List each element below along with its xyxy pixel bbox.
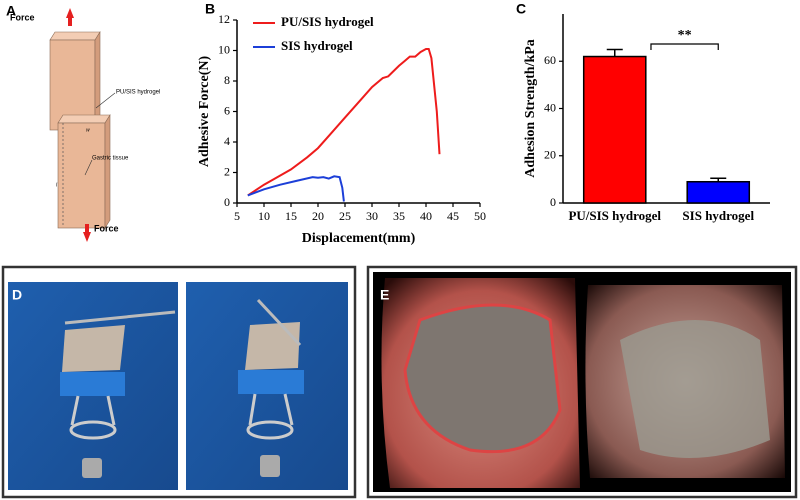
legend-label: SIS hydrogel [281, 38, 353, 53]
photo-panel-e [366, 265, 798, 499]
x-tick-label: 50 [474, 209, 486, 223]
x-tick-label: PU/SIS hydrogel [568, 208, 661, 223]
x-tick-label: 25 [339, 209, 351, 223]
panel-label: D [12, 287, 22, 303]
y-tick-label: 40 [544, 100, 556, 114]
tissue-label: Gastric tissue [92, 156, 129, 162]
x-tick-label: 45 [447, 209, 459, 223]
bar [686, 180, 751, 204]
x-tick-label: 35 [393, 209, 405, 223]
force-label: Force [10, 12, 35, 22]
photo-panel-d [1, 265, 357, 499]
error-bar [606, 48, 623, 57]
diagram-a [49, 8, 116, 242]
y-tick-label: 10 [218, 42, 230, 56]
force-label: Force [94, 223, 119, 233]
y-tick-label: 8 [224, 73, 230, 87]
error-bar [710, 177, 727, 182]
x-tick-label: 5 [234, 209, 240, 223]
series-line [247, 48, 441, 197]
legend-label: PU/SIS hydrogel [281, 14, 374, 29]
x-tick-label: 15 [285, 209, 297, 223]
panel-label: A [6, 3, 16, 19]
bar [582, 55, 647, 204]
y-tick-label: 20 [544, 148, 556, 162]
x-tick-label: 30 [366, 209, 378, 223]
significance-label: ** [678, 28, 692, 43]
x-tick-label: SIS hydrogel [682, 208, 754, 223]
y-tick-label: 6 [224, 103, 230, 117]
y-tick-label: 4 [224, 134, 230, 148]
y-tick-label: 2 [224, 164, 230, 178]
series-line [247, 175, 345, 202]
y-axis-title: Adhesive Force(N) [197, 56, 212, 168]
x-tick-label: 20 [312, 209, 324, 223]
y-tick-label: 0 [550, 195, 556, 209]
panel-label: C [516, 1, 526, 17]
y-axis-title: Adhesion Strength/kPa [523, 39, 538, 178]
panel-label: E [380, 287, 389, 303]
x-tick-label: 10 [258, 209, 270, 223]
significance-bracket [650, 43, 719, 50]
width-symbol: w [86, 127, 90, 133]
hydrogel-label: PU/SIS hydrogel [116, 90, 160, 96]
y-tick-label: 12 [218, 12, 230, 26]
x-tick-label: 40 [420, 209, 432, 223]
y-tick-label: 60 [544, 53, 556, 67]
length-symbol: l [56, 182, 58, 188]
x-axis-title: Displacement(mm) [302, 231, 416, 246]
y-tick-label: 0 [224, 195, 230, 209]
panel-label: B [205, 1, 215, 17]
